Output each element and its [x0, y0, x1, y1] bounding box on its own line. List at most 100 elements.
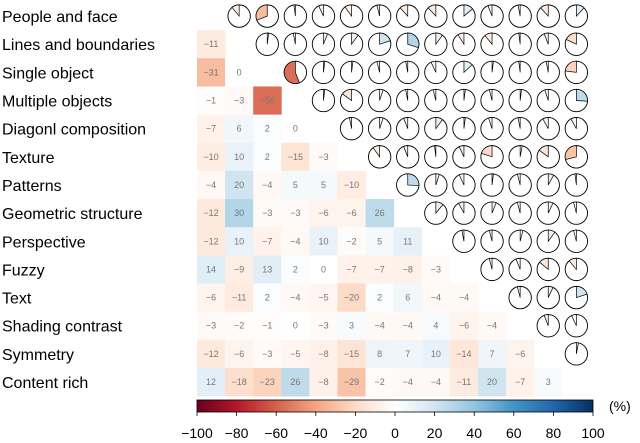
heatmap-cell	[281, 199, 310, 228]
heatmap-cell	[337, 255, 366, 284]
heatmap-cell	[449, 367, 479, 397]
heatmap-cell	[197, 339, 226, 369]
cell-value: −7	[206, 124, 216, 134]
pie-wedge	[458, 173, 465, 186]
cell-value: −9	[234, 264, 244, 274]
heatmap-cell	[197, 255, 226, 284]
row-label: Geometric structure	[2, 206, 143, 223]
cell-value: 11	[403, 236, 412, 246]
pie-wedge	[519, 229, 524, 242]
cell-value: 12	[206, 377, 216, 387]
colorbar-tick-label: 40	[466, 425, 482, 441]
colorbar-tick-label: 0	[391, 425, 399, 441]
heatmap-cell	[281, 311, 310, 341]
heatmap-cell	[197, 199, 226, 228]
cell-value: 10	[431, 349, 441, 359]
pie-wedge	[463, 4, 474, 17]
pie-wedge	[342, 88, 352, 102]
pie-wedge	[491, 60, 494, 73]
cell-value: 10	[234, 152, 244, 162]
cell-value: −3	[262, 349, 272, 359]
heatmap-cell	[197, 58, 226, 87]
colorbar-tick-label: 60	[506, 425, 522, 441]
pie-wedge	[545, 60, 549, 73]
cell-value: −4	[431, 377, 441, 387]
cell-value: 6	[405, 293, 410, 303]
pie-wedge	[519, 145, 523, 157]
cell-value: 5	[321, 180, 326, 190]
heatmap-cell	[225, 339, 254, 369]
pie-wedge	[518, 60, 521, 73]
heatmap-cell	[393, 283, 423, 313]
pie-wedge	[543, 32, 549, 45]
cell-value: −6	[318, 208, 328, 218]
pie-wedge	[515, 257, 521, 270]
row-label: Shading contrast	[2, 319, 123, 336]
cell-value: −2	[375, 377, 385, 387]
cell-value: −3	[234, 96, 244, 106]
colorbar-tick-label: −100	[181, 425, 213, 441]
pie-wedge	[543, 314, 549, 326]
heatmap-cell	[393, 227, 423, 256]
colorbar-tick-label: −20	[344, 425, 368, 441]
row-labels: People and face Lines and boundaries Singl…	[2, 9, 155, 392]
pie-wedge	[547, 173, 555, 186]
heatmap-cell	[337, 283, 366, 313]
row-label: Perspective	[2, 234, 86, 251]
heatmap-cell	[281, 255, 310, 284]
pie-wedge	[376, 60, 380, 73]
heatmap-cell	[197, 142, 226, 172]
cell-value: −12	[203, 208, 218, 218]
pie-wedge	[379, 88, 384, 101]
pie-wedge	[405, 88, 409, 101]
heatmap-cell	[197, 227, 226, 256]
pie-wedge	[403, 117, 409, 129]
pie-wedge	[516, 286, 521, 298]
cell-value: 5	[377, 236, 382, 246]
cell-value: 10	[318, 236, 328, 246]
cell-value: −11	[457, 377, 472, 387]
row-label: Patterns	[2, 178, 62, 195]
pie-wedge	[487, 4, 493, 17]
heatmap-cell	[506, 367, 535, 397]
pie-wedge	[491, 173, 494, 186]
heatmap-cell	[449, 311, 479, 341]
row-label: Symmetry	[2, 347, 74, 364]
pie-wedge	[576, 342, 579, 354]
cell-value: 2	[265, 152, 270, 162]
row-label: Diagonl composition	[2, 122, 146, 139]
heatmap-cell	[337, 367, 366, 397]
heatmap-cell	[506, 339, 535, 369]
cell-value: −3	[206, 321, 216, 331]
heatmap-cell	[365, 227, 395, 256]
pie-wedge	[405, 60, 409, 73]
pie-wedge	[435, 173, 440, 186]
cell-value: 13	[262, 264, 272, 274]
heatmap-cell	[309, 311, 338, 341]
heatmap-cells: −11−31 0−1 −3 −56−7 6 2 0−10 10 2 −15 −3−4 20 −4 5 5 −1…	[197, 30, 563, 397]
heatmap-cell	[478, 367, 507, 397]
pie-wedge	[379, 117, 384, 129]
pie-wedge	[488, 117, 493, 129]
pie-wedge	[458, 201, 465, 214]
pie-wedge	[565, 32, 577, 45]
heatmap-cell	[281, 367, 310, 397]
cell-value: 3	[546, 377, 551, 387]
pie-wedge	[458, 145, 465, 157]
pie-wedge	[517, 117, 521, 129]
cell-value: 5	[293, 180, 298, 190]
cell-value: −20	[344, 293, 359, 303]
colorbar-tick-label: −80	[225, 425, 249, 441]
pie-wedge	[573, 229, 577, 242]
pie-wedge	[484, 32, 493, 46]
cell-value: 8	[377, 349, 382, 359]
heatmap-cell	[421, 339, 451, 369]
pie-wedge	[376, 4, 380, 17]
pie-wedge	[568, 257, 577, 271]
cell-value: −4	[403, 377, 413, 387]
heatmap-cell	[253, 86, 282, 115]
heatmap-cell	[281, 142, 310, 172]
pie-wedge	[434, 145, 437, 157]
cell-value: −5	[290, 349, 300, 359]
